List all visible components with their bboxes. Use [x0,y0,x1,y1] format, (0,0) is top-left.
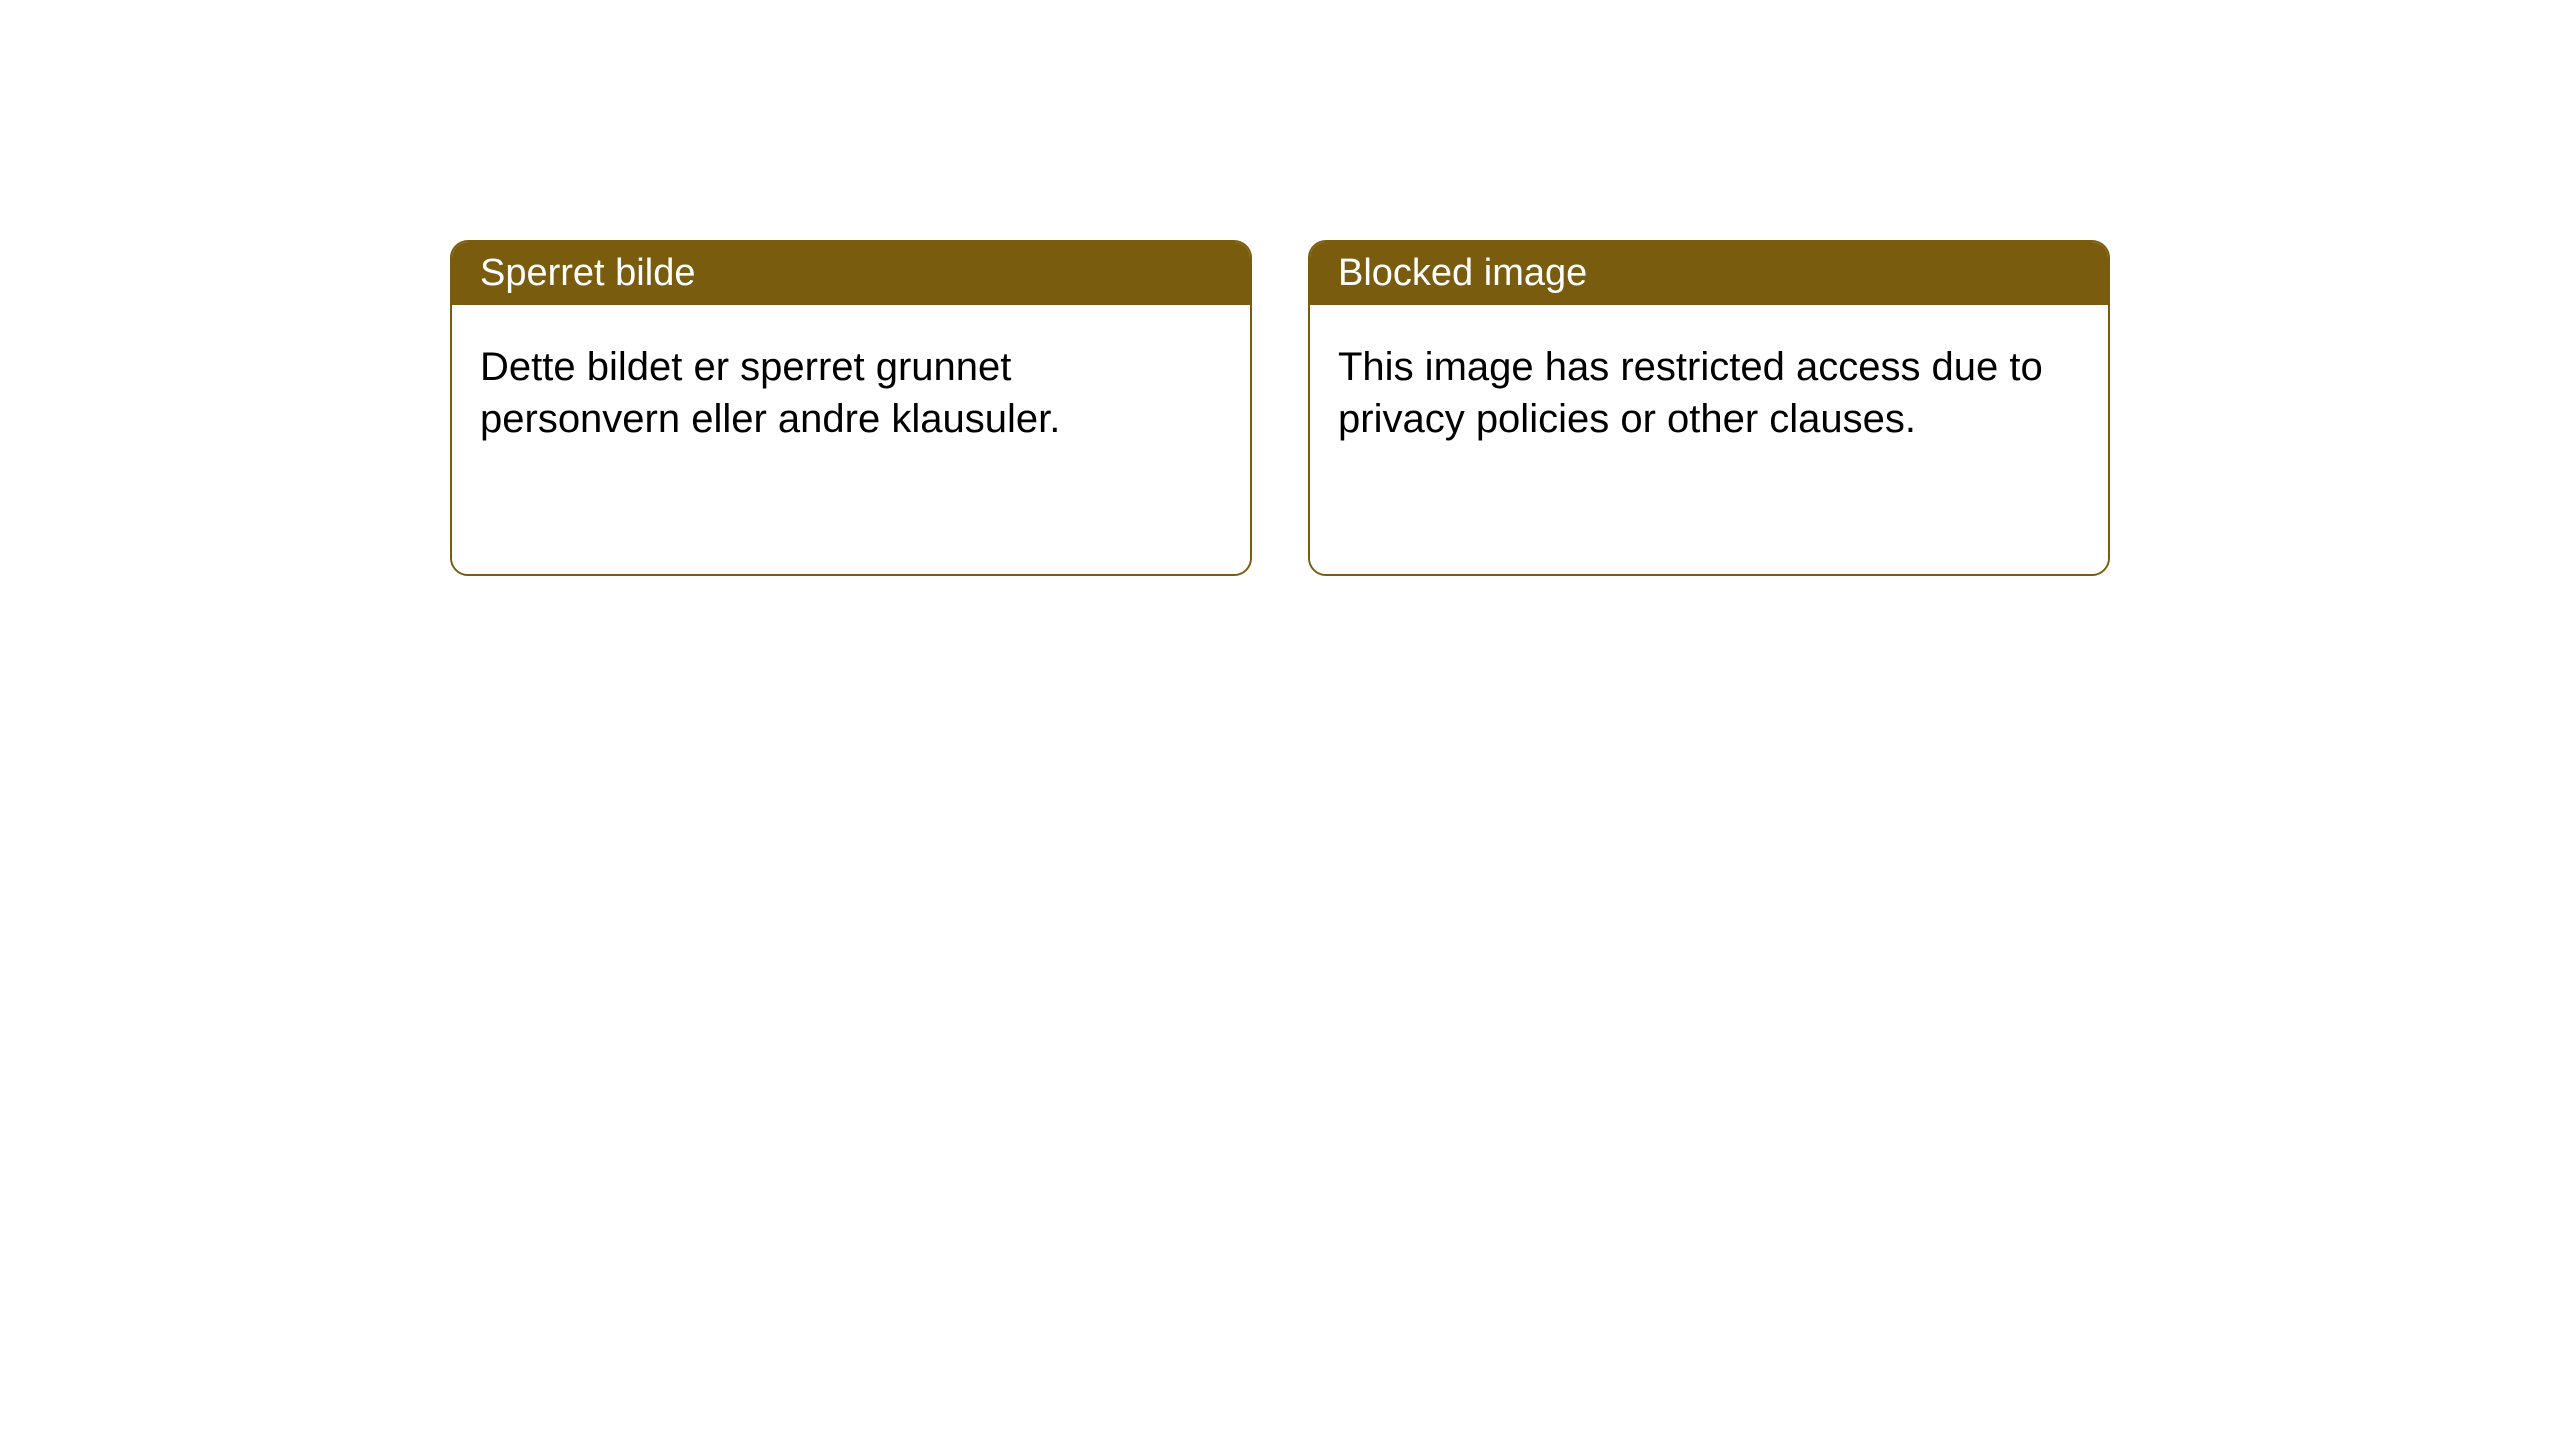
blocked-image-card-norwegian: Sperret bilde Dette bildet er sperret gr… [450,240,1252,576]
cards-container: Sperret bilde Dette bildet er sperret gr… [450,240,2110,576]
blocked-image-card-english: Blocked image This image has restricted … [1308,240,2110,576]
card-header-title: Sperret bilde [480,252,695,294]
card-body-norwegian: Dette bildet er sperret grunnet personve… [452,305,1250,574]
card-header-title: Blocked image [1338,252,1587,294]
card-body-english: This image has restricted access due to … [1310,305,2108,574]
card-header-english: Blocked image [1310,242,2108,305]
card-header-norwegian: Sperret bilde [452,242,1250,305]
card-body-text: Dette bildet er sperret grunnet personve… [480,341,1222,445]
card-body-text: This image has restricted access due to … [1338,341,2080,445]
